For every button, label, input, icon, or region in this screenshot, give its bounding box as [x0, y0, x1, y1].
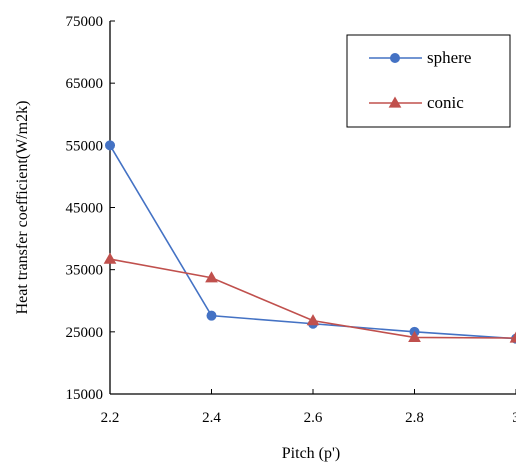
y-tick-label: 65000 [66, 76, 104, 92]
sphere-line [109, 144, 516, 340]
x-tick-label: 2.8 [405, 410, 424, 426]
chart-legend: sphere conic [346, 34, 511, 128]
sphere-point [105, 140, 115, 151]
conic-point [408, 330, 421, 343]
series-sphere [105, 140, 516, 344]
conic-point [306, 314, 320, 326]
legend-label-sphere: sphere [427, 48, 471, 67]
legend-marker-sphere [390, 53, 400, 63]
x-tick-label: 3 [512, 410, 516, 426]
y-tick-label: 45000 [66, 201, 104, 217]
chart-series [103, 140, 516, 344]
conic-point [103, 252, 117, 264]
legend-box [346, 34, 511, 128]
x-tick-label: 2.2 [101, 410, 120, 426]
conic-point [205, 271, 218, 283]
x-axis-label: Pitch (p') [282, 445, 340, 462]
y-tick-label: 35000 [66, 263, 104, 279]
sphere-point [206, 310, 217, 321]
x-tick-label: 2.4 [202, 410, 221, 426]
y-tick-label: 55000 [66, 138, 104, 154]
y-tick-label: 75000 [66, 14, 104, 30]
x-tick-label: 2.6 [304, 410, 323, 426]
y-tick-label: 25000 [66, 325, 104, 341]
chart-ticks: 15000 25000 35000 45000 55000 65000 75000 2.2 2.… [66, 14, 516, 426]
legend-marker-conic [388, 96, 402, 108]
conic-point [509, 331, 516, 343]
y-tick-label: 15000 [66, 387, 104, 403]
y-axis-label: Heat transfer coefficient(W/m2k) [14, 101, 31, 315]
series-conic [103, 252, 516, 343]
legend-label-conic: conic [427, 93, 464, 112]
